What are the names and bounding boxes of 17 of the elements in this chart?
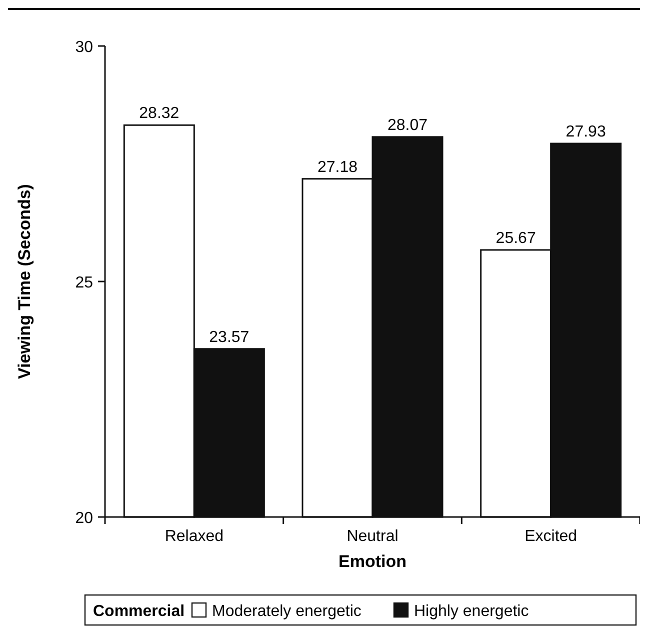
data-label: 27.93 xyxy=(566,123,606,140)
data-label: 25.67 xyxy=(496,230,536,247)
data-label: 23.57 xyxy=(209,328,250,346)
data-label: 28.32 xyxy=(139,105,180,122)
x-axis-title: Emotion xyxy=(338,552,406,571)
y-tick-label: 25 xyxy=(75,274,94,292)
y-axis-title: Viewing Time (Seconds) xyxy=(15,184,34,379)
y-tick-label: 20 xyxy=(75,510,94,527)
y-tick-label: 30 xyxy=(75,39,94,56)
data-label: 27.18 xyxy=(317,158,358,176)
legend-label: Highly energetic xyxy=(414,603,529,620)
x-tick-label: Excited xyxy=(524,528,578,545)
legend-title: Commercial xyxy=(93,603,185,620)
x-tick-label: Relaxed xyxy=(164,528,224,545)
data-label: 28.07 xyxy=(387,116,428,134)
legend-label: Moderately energetic xyxy=(212,603,362,620)
x-tick-label: Neutral xyxy=(346,528,398,545)
